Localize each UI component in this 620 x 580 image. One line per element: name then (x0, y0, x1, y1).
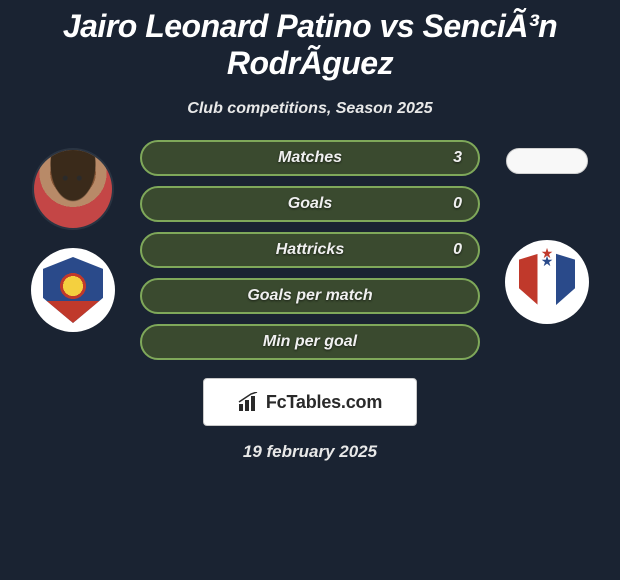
stat-label: Goals (288, 195, 332, 213)
page-title: Jairo Leonard Patino vs SenciÃ³n RodrÃ­g… (0, 0, 620, 86)
brand-text: FcTables.com (266, 392, 382, 413)
stat-row: Hattricks 0 (140, 232, 480, 268)
stat-label: Matches (278, 149, 342, 167)
stat-row: Goals 0 (140, 186, 480, 222)
stat-label: Goals per match (247, 287, 372, 305)
stat-value: 3 (453, 149, 462, 167)
date-label: 19 february 2025 (0, 442, 620, 462)
brand-badge: FcTables.com (203, 378, 417, 426)
stat-value: 0 (453, 195, 462, 213)
player1-club-badge (31, 248, 115, 332)
player2-avatar (506, 148, 588, 174)
stats-list: Matches 3 Goals 0 Hattricks 0 Goals per … (140, 140, 480, 360)
stat-value: 0 (453, 241, 462, 259)
player1-column (18, 140, 128, 332)
stat-label: Min per goal (263, 333, 357, 351)
bars-icon (238, 392, 260, 412)
subtitle: Club competitions, Season 2025 (0, 100, 620, 118)
player2-column (492, 140, 602, 324)
stat-label: Hattricks (276, 241, 344, 259)
union-magdalena-crest-icon (515, 247, 579, 317)
deportivo-pasto-crest-icon (43, 257, 103, 323)
stat-row: Goals per match (140, 278, 480, 314)
player2-club-badge (505, 240, 589, 324)
comparison-row: Matches 3 Goals 0 Hattricks 0 Goals per … (0, 140, 620, 360)
stat-row: Matches 3 (140, 140, 480, 176)
player1-avatar (32, 148, 114, 230)
stat-row: Min per goal (140, 324, 480, 360)
